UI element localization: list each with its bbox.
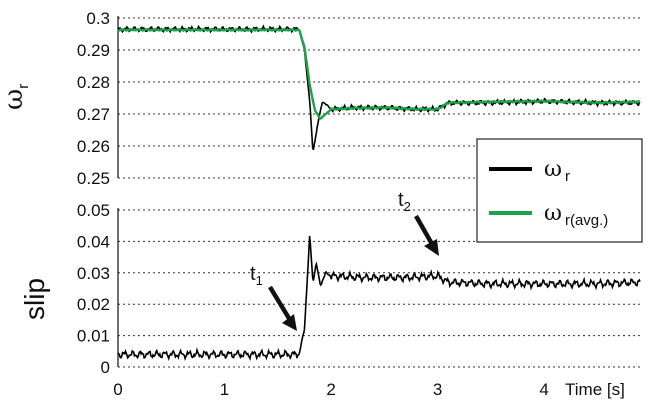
series-line-slip <box>117 235 641 362</box>
bottom-y-tick-label: 0 <box>101 358 110 377</box>
annotation-arrow-t2 <box>414 214 434 246</box>
bottom-y-axis-label: slip <box>19 278 50 320</box>
bottom-y-tick-label: 0.01 <box>77 327 110 346</box>
bottom-y-tick-label: 0.02 <box>77 295 110 314</box>
bottom-y-tick-labels: 0.05 0.04 0.03 0.02 0.01 0 <box>77 201 110 377</box>
x-tick-label: 3 <box>433 380 442 399</box>
top-y-tick-label: 0.27 <box>77 105 110 124</box>
series-line-omega-r <box>117 24 641 150</box>
bottom-y-tick-label: 0.04 <box>77 232 110 251</box>
top-y-tick-label: 0.25 <box>77 169 110 188</box>
bottom-y-tick-label: 0.05 <box>77 201 110 220</box>
legend-box <box>476 138 643 243</box>
top-y-tick-label: 0.29 <box>77 41 110 60</box>
x-tick-labels: 0 1 2 3 4 <box>113 380 549 399</box>
top-y-tick-label: 0.28 <box>77 73 110 92</box>
annotation-arrow-t1 <box>268 285 292 322</box>
bottom-y-tick-label: 0.03 <box>77 264 110 283</box>
top-y-axis-label: ωr <box>0 84 32 110</box>
top-series <box>117 24 641 150</box>
annotation-t2: t2 <box>398 189 411 214</box>
series-line-omega-r-avg <box>117 27 641 120</box>
top-y-tick-label: 0.3 <box>86 9 110 28</box>
x-tick-label: 2 <box>326 380 335 399</box>
bottom-series <box>117 235 641 362</box>
x-axis-label: Time [s] <box>565 380 625 399</box>
x-tick-label: 0 <box>113 380 122 399</box>
x-tick-label: 4 <box>539 380 548 399</box>
top-gridlines <box>117 16 640 179</box>
annotation-t1: t1 <box>250 263 263 288</box>
annotation-arrowhead-t2 <box>424 239 439 256</box>
top-y-tick-labels: 0.3 0.29 0.28 0.27 0.26 0.25 <box>77 9 110 188</box>
top-y-tick-label: 0.26 <box>77 137 110 156</box>
annotation-arrowhead-t1 <box>282 314 297 331</box>
x-tick-label: 1 <box>220 380 229 399</box>
legend-label-omega-r-avg: ω r(avg.) <box>544 201 608 229</box>
